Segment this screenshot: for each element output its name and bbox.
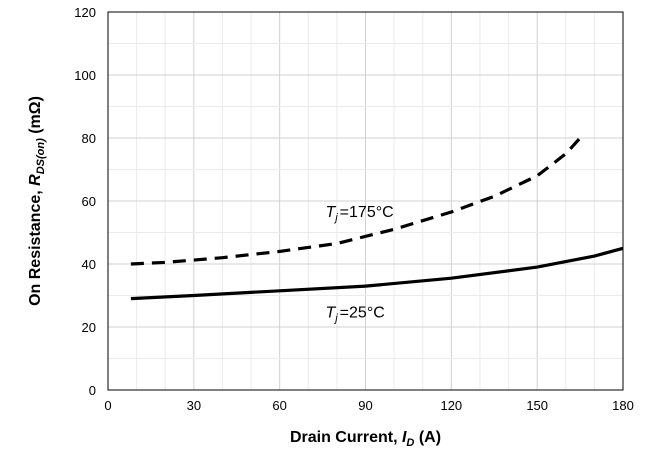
x-tick-label: 60 — [272, 398, 286, 413]
plot-area-frame — [107, 11, 624, 391]
y-tick-label: 60 — [82, 194, 96, 209]
x-tick-label: 90 — [358, 398, 372, 413]
series-annotation: Tj =25°C — [325, 305, 384, 325]
x-tick-label: 30 — [187, 398, 201, 413]
series-line-solid — [130, 246, 624, 301]
x-tick-label: 180 — [612, 398, 634, 413]
y-tick-label: 20 — [82, 320, 96, 335]
y-axis-title: On Resistance, RDS(on) (mΩ) — [27, 96, 47, 306]
y-tick-label: 100 — [74, 68, 96, 83]
tick-labels: 0 30 60 90 120 150 180 0 20 40 60 80 100 120 — [74, 5, 634, 413]
y-tick-label: 40 — [82, 257, 96, 272]
series-annotation: Tj =175°C — [325, 204, 393, 224]
x-tick-label: 120 — [440, 398, 462, 413]
x-tick-label: 0 — [104, 398, 111, 413]
x-tick-label: 150 — [526, 398, 548, 413]
annotations: Tj =175°C Tj =25°C — [325, 204, 393, 325]
series-line-dashed — [130, 136, 582, 266]
y-tick-label: 120 — [74, 5, 96, 20]
chart-series-group — [130, 136, 624, 301]
x-axis-title: Drain Current, ID (A) — [290, 429, 441, 449]
chart-grid — [108, 12, 623, 390]
y-tick-label: 0 — [89, 383, 96, 398]
y-tick-label: 80 — [82, 131, 96, 146]
